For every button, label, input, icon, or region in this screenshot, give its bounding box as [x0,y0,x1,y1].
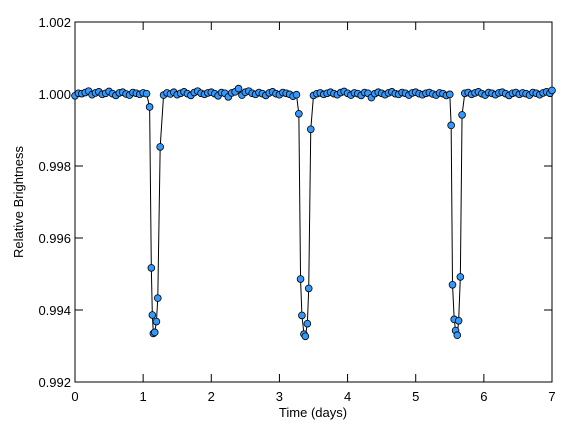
y-tick-label: 1.002 [38,15,71,30]
data-point [150,328,159,337]
data-point [295,110,303,118]
data-point [296,275,305,283]
data-point [303,319,312,328]
plot-frame [74,21,553,383]
data-point [301,332,310,341]
x-tick-label: 0 [71,389,78,404]
data-point [156,143,164,151]
data-point [304,284,313,293]
data-point [306,125,315,134]
data-point [453,331,462,340]
data-point [292,90,301,99]
data-point [454,316,463,325]
data-point [548,86,556,95]
x-tick-label: 5 [412,389,419,404]
data-point [148,311,157,319]
y-tick-label: 1.000 [38,87,71,102]
data-point [234,84,243,93]
y-tick-label: 0.992 [38,375,71,390]
y-axis-label: Relative Brightness [11,146,26,258]
data-point [458,111,466,119]
data-point [153,294,162,302]
y-tick-label: 0.994 [38,303,71,318]
data-point [456,273,465,281]
data-point [447,121,455,130]
data-point [147,264,156,272]
data-point [445,90,454,99]
x-tick-label: 6 [480,389,487,404]
data-point [298,311,306,320]
data-point [448,280,457,289]
x-tick-label: 3 [276,389,283,404]
x-tick-label: 2 [208,389,215,404]
y-tick-label: 0.996 [38,231,71,246]
x-axis-label: Time (days) [279,405,347,420]
light-curve-line [74,87,553,338]
y-tick-label: 0.998 [38,159,71,174]
x-tick-label: 7 [548,389,555,404]
data-point [152,317,161,326]
x-tick-label: 1 [140,389,147,404]
data-point [145,103,154,111]
data-point [142,89,151,98]
x-tick-label: 4 [344,389,351,404]
